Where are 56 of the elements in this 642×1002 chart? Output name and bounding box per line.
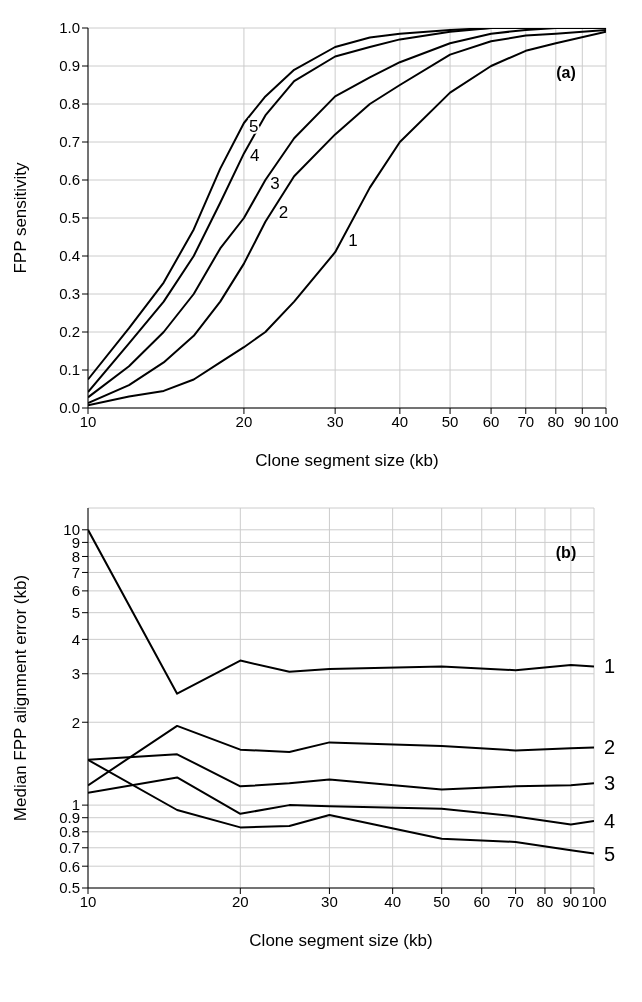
y-tick-label: 0.6 [59, 171, 80, 189]
series-label: 3 [270, 174, 280, 193]
series-label: 5 [248, 117, 259, 136]
x-tick-label: 70 [517, 412, 535, 430]
y-tick-label: 1.0 [59, 19, 80, 37]
series-label: 1 [348, 231, 358, 250]
series-label: 3 [604, 772, 616, 795]
x-tick-label: 40 [384, 892, 401, 910]
x-tick-label: 40 [391, 412, 409, 430]
x-tick-label: 30 [326, 412, 344, 430]
y-tick-label: 0.7 [59, 133, 80, 151]
y-tick-label: 3 [71, 665, 80, 683]
y-tick-label: 6 [71, 582, 80, 600]
y-tick-label: 0.0 [59, 399, 80, 417]
y-tick-label: 10 [63, 521, 80, 539]
series-label: 2 [278, 202, 289, 222]
y-tick-label: 4 [71, 630, 80, 648]
y-tick-label: 0.9 [59, 57, 80, 75]
y-axis-title: FPP sensitivity [11, 161, 31, 274]
x-axis-title: Clone segment size (kb) [255, 451, 439, 470]
x-tick-label: 60 [482, 412, 500, 430]
series-label: 5 [604, 842, 616, 865]
x-tick-label: 90 [562, 892, 580, 910]
x-tick-label: 70 [507, 892, 524, 910]
y-axis-title: Median FPP alignment error (kb) [11, 574, 31, 822]
x-tick-label: 90 [573, 412, 591, 430]
y-tick-label: 7 [71, 563, 80, 581]
text: (a) [556, 64, 576, 81]
x-tick-label: 80 [536, 892, 554, 910]
series-label: 4 [604, 810, 616, 833]
y-tick-label: 2 [71, 713, 80, 731]
y-tick-label: 0.3 [59, 285, 80, 303]
y-tick-label: 0.2 [59, 323, 80, 341]
series-label: 1 [604, 655, 616, 678]
x-tick-label: 30 [321, 892, 338, 910]
y-tick-label: 0.1 [59, 361, 80, 379]
x-tick-label: 100 [581, 892, 607, 910]
x-tick-label: 50 [441, 412, 459, 430]
x-tick-label: 100 [593, 412, 619, 430]
y-tick-label: 8 [71, 547, 80, 565]
x-tick-label: 20 [231, 892, 249, 910]
x-tick-label: 20 [235, 412, 253, 430]
y-tick-label: 0.8 [59, 95, 80, 113]
y-tick-label: 0.5 [59, 879, 80, 897]
series-label: 4 [250, 145, 260, 165]
y-tick-label: 0.5 [59, 209, 80, 227]
series-label: 2 [604, 736, 616, 759]
y-tick-label: 0.6 [59, 857, 80, 875]
x-axis-title: Clone segment size (kb) [249, 931, 433, 950]
x-tick-label: 60 [473, 892, 491, 910]
x-tick-label: 80 [547, 412, 565, 430]
y-tick-label: 0.4 [59, 247, 80, 265]
text: (b) [555, 544, 577, 561]
y-tick-label: 0.7 [59, 839, 80, 857]
x-tick-label: 50 [433, 892, 451, 910]
y-tick-label: 5 [71, 604, 80, 621]
